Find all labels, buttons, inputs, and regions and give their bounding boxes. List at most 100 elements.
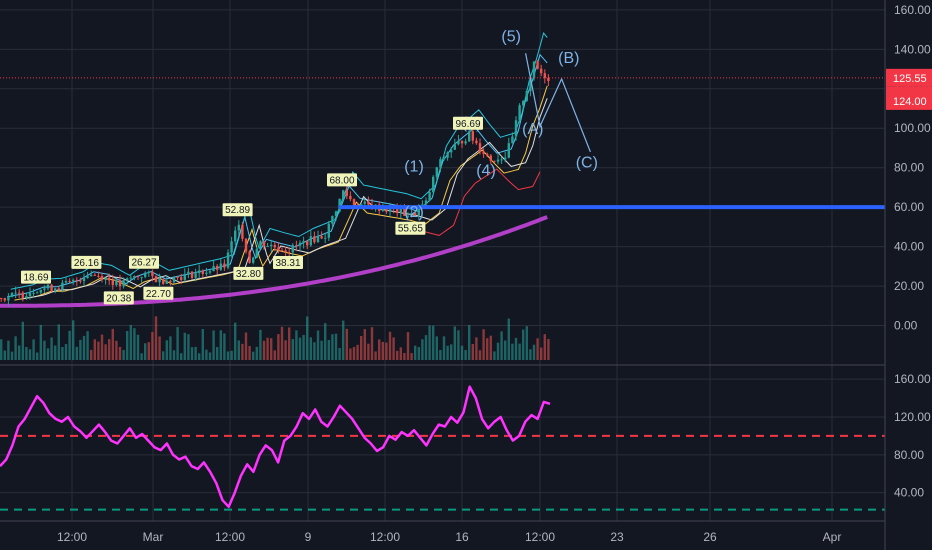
candle-body: [162, 278, 165, 284]
price-tag-box: [129, 255, 159, 269]
volume-bar: [432, 325, 435, 360]
candle-body: [0, 297, 3, 299]
candle-body: [108, 277, 111, 281]
volume-bar: [489, 335, 492, 360]
candle-body: [302, 240, 305, 243]
oscillator-panel: [0, 385, 885, 511]
candle-body: [50, 284, 53, 292]
candle-body: [500, 159, 503, 161]
candle-body: [244, 238, 248, 252]
candle-body: [295, 245, 298, 247]
volume-bar: [284, 340, 287, 360]
volume-bar: [468, 325, 471, 360]
candle-body: [93, 274, 96, 276]
candle-body: [158, 278, 161, 283]
drawings[interactable]: (1)(2)(3)(4)(5)(A)(B)(C)18.6926.1620.382…: [0, 28, 885, 305]
osc-tick-label: 40.00: [894, 486, 924, 500]
volume-bar: [313, 342, 316, 360]
candle-body: [504, 157, 507, 160]
candle-body: [529, 78, 532, 91]
volume-bar: [486, 338, 489, 360]
candle-body: [122, 280, 125, 287]
candle-body: [36, 292, 39, 294]
candle-body: [208, 271, 212, 273]
candle-body: [46, 284, 50, 289]
volume-bar: [327, 339, 330, 360]
volume-bar: [309, 337, 312, 360]
volume-bar: [475, 337, 478, 360]
candle-body: [270, 244, 273, 247]
candle-body: [475, 140, 478, 144]
volume-bar: [28, 349, 32, 360]
volume-bar: [396, 350, 399, 360]
volume-bar: [464, 350, 467, 360]
price-axis[interactable]: 160.00 140.00 120.00 100.00 80.00 60.00 40.00 2…: [894, 3, 931, 500]
candle-body: [345, 190, 348, 196]
volume-bar: [244, 332, 248, 360]
time-tick-label: 16: [455, 530, 469, 544]
time-axis[interactable]: 12:00 Mar 12:00 9 12:00 16 12:00 23 26 Apr: [57, 530, 841, 544]
volume-bar: [478, 350, 482, 360]
candle-body: [316, 236, 320, 243]
price-tag-label: 26.16: [74, 258, 99, 269]
candle-body: [327, 223, 330, 238]
candle-body: [468, 131, 471, 142]
volume-bar: [154, 316, 158, 360]
candle-body: [144, 272, 147, 277]
volume-bar: [288, 327, 291, 360]
candle-body: [79, 280, 82, 282]
candle-body: [54, 288, 57, 292]
volume-bar: [273, 350, 276, 360]
volume-bar: [194, 346, 197, 360]
osc-tick-label: 160.00: [894, 372, 931, 386]
candle-body: [417, 208, 420, 216]
candle-body: [363, 201, 366, 204]
volume-bar: [18, 345, 21, 360]
candle-body: [277, 247, 280, 251]
volume-bar: [446, 345, 449, 360]
volume-bar: [57, 324, 60, 360]
volume-bar: [410, 353, 413, 360]
time-tick-label: 9: [305, 530, 312, 544]
time-tick-label: 12:00: [215, 530, 245, 544]
candle-body: [223, 263, 226, 268]
candle-body: [172, 276, 176, 283]
alert-price-label: 124.00: [893, 96, 927, 108]
volume-bar: [504, 340, 507, 360]
candle-body: [68, 281, 71, 283]
volume-bar: [90, 349, 93, 360]
volume-bar: [190, 347, 194, 360]
candle-body: [288, 252, 291, 254]
long-moving-average: [0, 215, 548, 308]
volume-bar: [248, 345, 251, 360]
volume-bar: [10, 351, 14, 360]
candle-body: [100, 276, 104, 280]
oscillator-line: [0, 385, 551, 509]
candle-body: [291, 245, 294, 253]
volume-bar: [252, 351, 255, 360]
candle-body: [118, 280, 122, 287]
candle-body: [259, 241, 262, 249]
candle-body: [396, 208, 399, 213]
volume-bar: [518, 343, 521, 360]
volume-bar: [180, 353, 183, 360]
candle-body: [367, 201, 370, 205]
volume-bar: [266, 337, 269, 360]
volume-bar: [72, 320, 75, 360]
candle-body: [399, 208, 402, 213]
candle-body: [255, 248, 258, 258]
candle-body: [136, 276, 140, 278]
candle-body: [216, 265, 219, 270]
volume-bar: [370, 327, 374, 360]
volume-bar: [79, 339, 82, 360]
volume-bar: [529, 349, 532, 360]
price-tag-box: [143, 286, 174, 300]
volume-bar: [532, 344, 536, 360]
candle-body: [154, 276, 158, 283]
volume-bar: [25, 346, 28, 360]
candle-body: [284, 250, 287, 253]
candle-body: [298, 242, 302, 246]
volume-bar: [14, 336, 17, 360]
candle-body: [201, 270, 204, 274]
